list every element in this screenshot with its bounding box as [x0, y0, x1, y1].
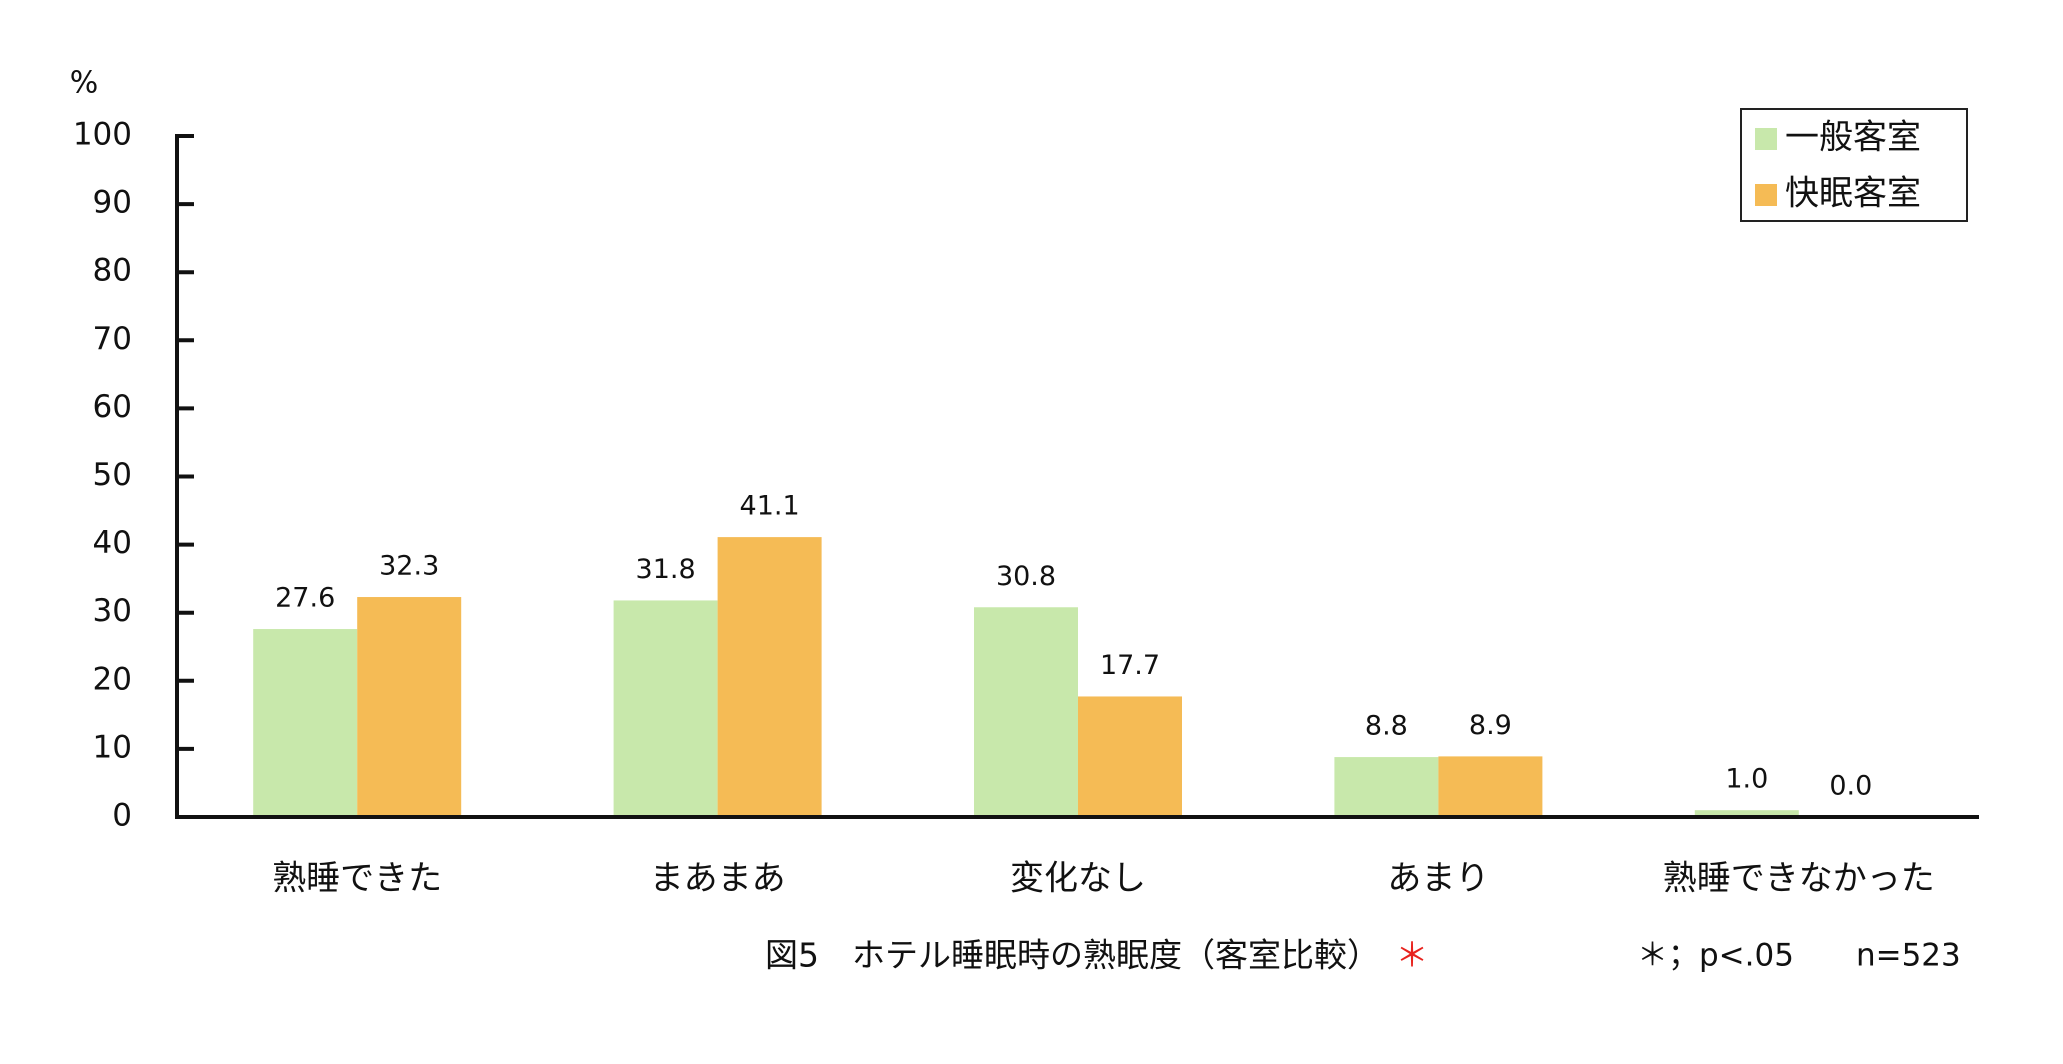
data-label: 32.3: [379, 551, 439, 582]
bar: [357, 597, 462, 817]
legend-swatch: [1755, 184, 1777, 206]
y-tick-label: 50: [93, 457, 132, 493]
bar: [253, 629, 358, 817]
data-label: 0.0: [1829, 771, 1872, 802]
bar: [613, 600, 718, 817]
y-tick-label: 80: [93, 253, 132, 289]
y-tick-label: 90: [93, 185, 132, 221]
x-tick-label: 熟睡できなかった: [1663, 859, 1935, 899]
y-tick-label: 100: [73, 117, 132, 153]
y-tick-label: 10: [93, 729, 132, 765]
legend-box: [1740, 108, 1968, 222]
bar: [717, 537, 822, 817]
data-label: 27.6: [275, 583, 335, 614]
data-label: 8.9: [1469, 710, 1512, 741]
data-label: 1.0: [1725, 764, 1768, 795]
data-label: 41.1: [740, 491, 800, 522]
x-tick-label: 熟睡できた: [272, 859, 442, 899]
y-tick-label: 70: [93, 321, 132, 357]
x-tick-label: まあまあ: [650, 859, 786, 899]
bar: [974, 607, 1078, 817]
note: ＊；p<.05 n=523: [1637, 938, 1961, 974]
legend-label: 快眠客室: [1785, 174, 1921, 214]
bar: [1438, 756, 1543, 817]
bar: [1334, 757, 1439, 817]
y-tick-label: 30: [93, 593, 132, 629]
x-tick-label: あまり: [1387, 859, 1489, 899]
y-tick-label: 40: [93, 525, 132, 561]
y-axis-label: %: [70, 66, 99, 101]
x-tick-label: 変化なし: [1010, 859, 1146, 899]
data-label: 31.8: [636, 554, 696, 585]
caption: 図5 ホテル睡眠時の熟眠度（客室比較）: [765, 936, 1380, 975]
bar: [1078, 696, 1182, 817]
significance-marker: ＊: [1396, 936, 1429, 975]
data-label: 17.7: [1100, 650, 1160, 681]
y-tick-label: 20: [93, 661, 132, 697]
legend-swatch: [1755, 128, 1777, 150]
data-label: 30.8: [996, 561, 1056, 592]
data-label: 8.8: [1365, 711, 1408, 742]
bar: [1694, 810, 1799, 817]
y-tick-label: 0: [112, 798, 132, 834]
legend-label: 一般客室: [1785, 118, 1921, 158]
y-tick-label: 60: [93, 389, 132, 425]
